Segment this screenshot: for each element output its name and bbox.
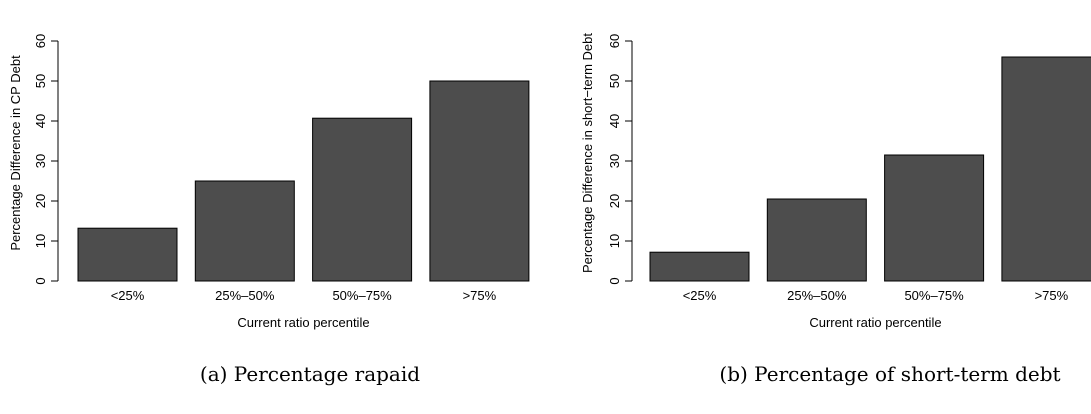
a-y-tick-label: 60 [33, 34, 48, 48]
caption-b: (b) Percentage of short-term debt [719, 362, 1061, 386]
b-bar [884, 154, 985, 282]
a-y-axis-label: Percentage Difference in CP Debt [8, 55, 23, 251]
a-y-tick-label: 50 [33, 74, 48, 88]
a-x-tick-label: <25% [111, 288, 145, 303]
a-x-tick-label: 50%–75% [332, 288, 392, 303]
b-y-tick-label: 60 [607, 34, 622, 48]
a-y-tick-label: 40 [33, 114, 48, 128]
a-y-tick-label: 0 [33, 277, 48, 284]
b-x-tick-label: <25% [683, 288, 717, 303]
caption-a: (a) Percentage rapaid [199, 362, 421, 386]
a-y-tick-label: 10 [33, 234, 48, 248]
chart-a: 0 10 20 30 40 50 60 <25% 25%–50% 50%–75% >75% Curre… [8, 34, 530, 330]
a-bar [429, 80, 530, 282]
b-y-axis-label: Percentage Difference in short−term Debt [580, 33, 595, 273]
b-bar [1001, 56, 1091, 282]
b-x-tick-label: >75% [1035, 288, 1069, 303]
a-y-tick-label: 20 [33, 194, 48, 208]
b-y-tick-label: 0 [607, 277, 622, 284]
a-bar [77, 227, 178, 282]
b-x-tick-label: 50%–75% [904, 288, 964, 303]
b-x-axis-label: Current ratio percentile [809, 315, 941, 330]
chart-b: 0 10 20 30 40 50 60 <25% 25%–50% 50%–75% >75% Curre… [580, 33, 1091, 330]
b-bar [649, 251, 750, 282]
a-x-tick-label: >75% [463, 288, 497, 303]
a-y-tick-label: 30 [33, 154, 48, 168]
b-y-tick-label: 50 [607, 74, 622, 88]
a-x-tick-label: 25%–50% [215, 288, 275, 303]
a-bar [194, 180, 295, 282]
b-bar [766, 198, 867, 282]
b-y-tick-label: 40 [607, 114, 622, 128]
a-x-axis-label: Current ratio percentile [237, 315, 369, 330]
b-x-tick-label: 25%–50% [787, 288, 847, 303]
b-y-tick-label: 10 [607, 234, 622, 248]
a-bar [312, 117, 413, 282]
b-y-tick-label: 20 [607, 194, 622, 208]
b-y-tick-label: 30 [607, 154, 622, 168]
